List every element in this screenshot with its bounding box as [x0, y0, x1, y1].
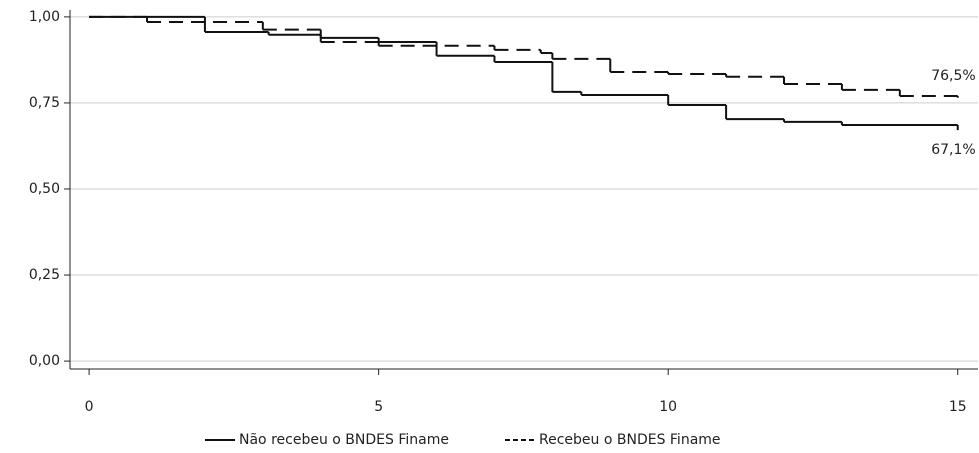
value-label: 67,1%: [931, 142, 975, 158]
x-tick-label: 0: [85, 399, 94, 415]
legend-label: Não recebeu o BNDES Finame: [239, 432, 449, 448]
y-tick-label: 0,25: [29, 267, 60, 283]
x-tick-label: 10: [659, 399, 677, 415]
x-tick-label: 5: [374, 399, 383, 415]
value-label: 76,5%: [931, 68, 975, 84]
legend-label: Recebeu o BNDES Finame: [539, 432, 721, 448]
y-tick-label: 1,00: [29, 9, 60, 25]
y-tick-label: 0,50: [29, 181, 60, 197]
y-tick-label: 0,75: [29, 95, 60, 111]
x-tick-label: 15: [949, 399, 967, 415]
y-tick-label: 0,00: [29, 353, 60, 369]
